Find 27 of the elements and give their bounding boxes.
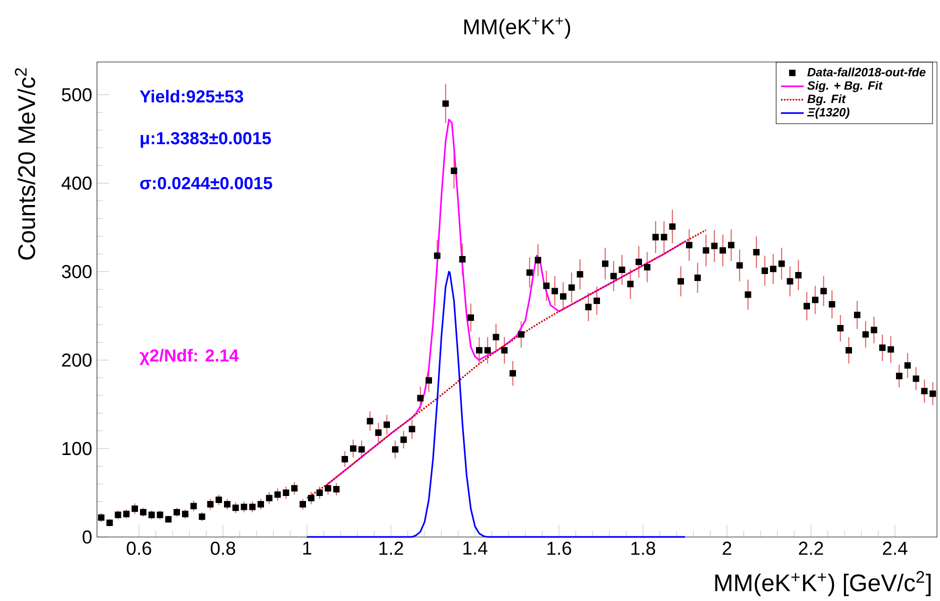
x-tick-label: 2.4 (882, 542, 908, 555)
y-axis-title: Counts/20 MeV/c$^{2}$ (14, 68, 36, 260)
x-axis-title: MM(eK$^{+}$K$^{+}$) [GeV/c$^{2}$] (715, 571, 931, 596)
annotation: σ:0.0244±0.0015 (140, 177, 272, 190)
x-tick-label: 1.8 (631, 542, 656, 556)
legend-label: Data-fall2018-out-fde (807, 68, 926, 77)
chart-title: MM(eK$^{+}$K$^{+}$) (464, 17, 570, 39)
legend-label: Sig. + Bg. Fit (807, 81, 883, 92)
x-tick-label: 2 (722, 542, 732, 555)
annotation: Yield:925±53 (140, 90, 244, 103)
x-tick-label: 1.4 (463, 542, 488, 555)
y-tick-label: 500 (62, 88, 92, 102)
y-tick-label: 300 (62, 265, 92, 278)
y-tick-label: 200 (62, 354, 92, 367)
y-tick-label: 100 (62, 442, 92, 456)
legend-label: Bg. Fit (807, 94, 846, 106)
x-tick-label: 1 (303, 542, 312, 555)
y-tick-label: 400 (62, 176, 92, 190)
y-tick-label: 0 (82, 530, 92, 544)
annotation: μ:1.3383±0.0015 (140, 132, 271, 148)
legend-label: Ξ(1320) (807, 108, 850, 120)
x-tick-label: 1.2 (379, 542, 404, 555)
x-tick-label: 0.8 (210, 542, 236, 556)
x-tick-label: 2.2 (798, 542, 824, 555)
x-tick-label: 1.6 (547, 542, 572, 556)
annotation: χ2/Ndf: 2.14 (140, 349, 239, 366)
x-tick-label: 0.6 (126, 542, 152, 556)
